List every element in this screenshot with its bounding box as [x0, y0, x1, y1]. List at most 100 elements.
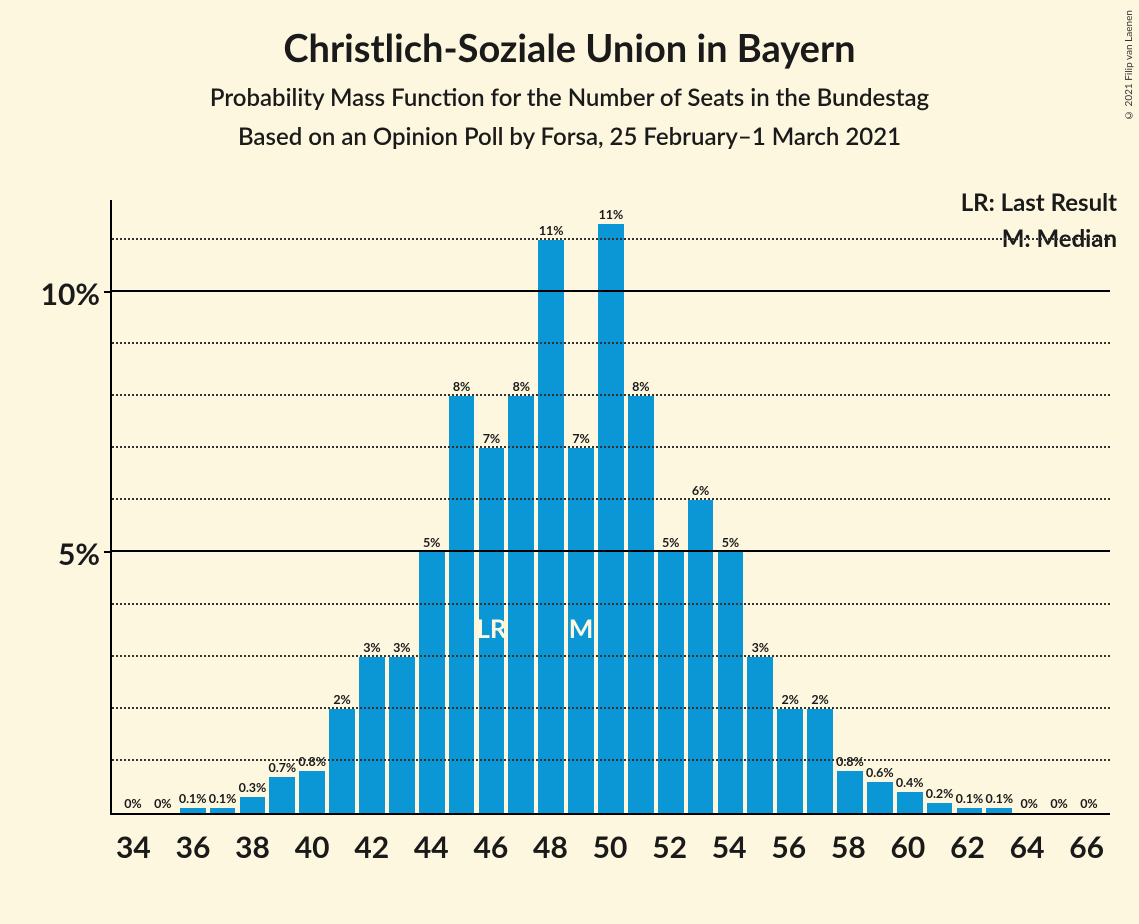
- bar-slot: 2%: [805, 200, 835, 813]
- chart-area: 0%0%0.1%0.1%0.3%0.7%0.8%2%3%3%5%8%7%LR8%…: [110, 200, 1110, 815]
- bar-slot: 0%: [1014, 200, 1044, 813]
- bar-value-label: 7%: [572, 431, 590, 446]
- chart-subtitle-2: Based on an Opinion Poll by Forsa, 25 Fe…: [20, 122, 1119, 151]
- x-axis-label: [985, 829, 1010, 865]
- x-axis-label: [687, 829, 712, 865]
- x-axis-label: 56: [771, 829, 806, 865]
- bar-slot: 3%: [745, 200, 775, 813]
- bar-slot: 0.1%: [208, 200, 238, 813]
- y-axis-label: 10%: [41, 276, 100, 312]
- bar-value-label: 0.7%: [268, 760, 296, 775]
- bar: 8%: [449, 396, 475, 813]
- bar-slot: 0%: [118, 200, 148, 813]
- bar-slot: 0.8%: [835, 200, 865, 813]
- y-tick: [104, 551, 112, 553]
- bar-value-label: 3%: [363, 640, 381, 655]
- bar: 0.6%: [867, 782, 893, 813]
- bar-slot: 3%: [357, 200, 387, 813]
- bar-value-label: 6%: [692, 483, 710, 498]
- bar-value-label: 8%: [632, 379, 650, 394]
- bar-value-label: 0%: [1020, 796, 1038, 811]
- copyright: © 2021 Filip van Laenen: [1123, 10, 1135, 121]
- bar: 11%: [538, 240, 564, 813]
- bar-slot: 11%: [596, 200, 626, 813]
- bar-slot: 2%: [327, 200, 357, 813]
- x-axis-label: 52: [652, 829, 687, 865]
- x-axis-label: [389, 829, 414, 865]
- y-tick: [104, 291, 112, 293]
- grid-minor: [112, 498, 1110, 500]
- bar: 0.1%: [180, 808, 206, 813]
- chart-title: Christlich-Soziale Union in Bayern: [20, 25, 1119, 71]
- bar-value-label: 8%: [513, 379, 531, 394]
- bar-value-label: 0.2%: [926, 786, 954, 801]
- bar-slot: 5%: [656, 200, 686, 813]
- bar-value-label: 0.3%: [239, 780, 267, 795]
- bar-slot: 0.6%: [865, 200, 895, 813]
- x-axis-label: 42: [354, 829, 389, 865]
- bar-value-label: 0.1%: [985, 791, 1013, 806]
- bar-value-label: 2%: [781, 692, 799, 707]
- bar-slot: 8%: [506, 200, 536, 813]
- grid-major: [112, 550, 1110, 552]
- bar-value-label: 0.1%: [209, 791, 237, 806]
- x-axis-label: 48: [533, 829, 568, 865]
- x-axis-label: 34: [116, 829, 151, 865]
- bar-slot: 0.1%: [955, 200, 985, 813]
- bar: 5%: [658, 552, 684, 813]
- bar-slot: 0.1%: [984, 200, 1014, 813]
- bar-value-label: 0.4%: [896, 775, 924, 790]
- bar-slot: 5%: [417, 200, 447, 813]
- annotation-lr: LR: [476, 612, 506, 644]
- chart-subtitle-1: Probability Mass Function for the Number…: [20, 83, 1119, 112]
- x-axis-label: [806, 829, 831, 865]
- x-axis-label: [210, 829, 235, 865]
- bar-value-label: 0.6%: [866, 765, 894, 780]
- bar: 11%: [598, 224, 624, 813]
- bar-value-label: 5%: [662, 535, 680, 550]
- bar-value-label: 2%: [333, 692, 351, 707]
- bar-value-label: 11%: [539, 223, 564, 238]
- bar-slot: 0.7%: [267, 200, 297, 813]
- bar: 3%: [389, 657, 415, 813]
- x-axis-label: 38: [235, 829, 270, 865]
- bar: 0.1%: [957, 808, 983, 813]
- x-axis-label: 36: [176, 829, 211, 865]
- bar: 0.7%: [269, 777, 295, 813]
- bar: 0.1%: [210, 808, 236, 813]
- x-axis-label: 66: [1069, 829, 1104, 865]
- bar: 0.3%: [240, 797, 266, 813]
- bar-value-label: 0%: [1050, 796, 1068, 811]
- grid-minor: [112, 603, 1110, 605]
- x-axis-label: [330, 829, 355, 865]
- bar-slot: 0.4%: [895, 200, 925, 813]
- x-axis-label: [627, 829, 652, 865]
- grid-minor: [112, 238, 1110, 240]
- x-axis-label: 62: [950, 829, 985, 865]
- bar-slot: 0%: [1074, 200, 1104, 813]
- bar-slot: 0%: [1044, 200, 1074, 813]
- x-axis-label: [270, 829, 295, 865]
- bar: 8%: [628, 396, 654, 813]
- bar-slot: 8%: [626, 200, 656, 813]
- bar-slot: 7% M: [566, 200, 596, 813]
- bar-value-label: 0.8%: [298, 754, 326, 769]
- bar-slot: 0.8%: [297, 200, 327, 813]
- bar: 0.4%: [897, 792, 923, 813]
- bar-value-label: 3%: [393, 640, 411, 655]
- grid-minor: [112, 655, 1110, 657]
- bar-slot: 5%: [716, 200, 746, 813]
- bar-value-label: 5%: [423, 535, 441, 550]
- bar-slot: 0%: [148, 200, 178, 813]
- bar: 3%: [747, 657, 773, 813]
- x-axis-label: [508, 829, 533, 865]
- bar-value-label: 0%: [124, 796, 142, 811]
- grid-minor: [112, 394, 1110, 396]
- bar-slot: 6%: [686, 200, 716, 813]
- bar-value-label: 0%: [1080, 796, 1098, 811]
- bar-slot: 11%: [536, 200, 566, 813]
- annotation-m: M: [569, 612, 594, 644]
- bar-value-label: 5%: [722, 535, 740, 550]
- x-axis-label: [151, 829, 176, 865]
- y-axis-label: 5%: [58, 536, 100, 572]
